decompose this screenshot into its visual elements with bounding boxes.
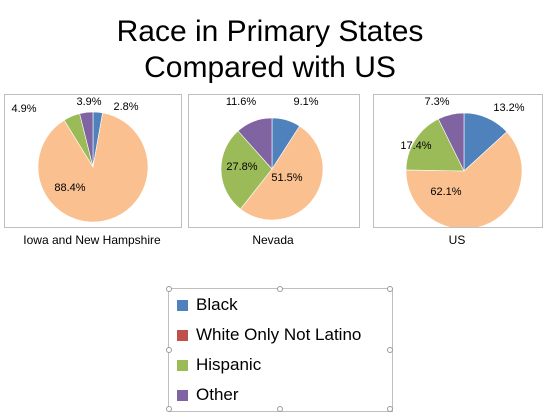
resize-handle[interactable] <box>166 406 172 412</box>
legend-label-other: Other <box>196 385 239 404</box>
resize-handle[interactable] <box>166 347 172 353</box>
resize-handle[interactable] <box>277 406 283 412</box>
pie-slice-us-other <box>437 112 465 172</box>
pie-slice-nevada-white <box>240 125 324 221</box>
data-label-us-1: 62.1% <box>430 186 461 198</box>
pie-slice-nevada-hispanic <box>220 130 273 210</box>
data-label-iowa-nh-0: 2.8% <box>113 101 138 113</box>
data-label-us-3: 7.3% <box>424 96 449 108</box>
legend-label-white: White Only Not Latino <box>196 325 362 344</box>
legend-item-black: Black <box>177 291 238 319</box>
pie-chart-iowa-nh: 2.8% 88.4% 4.9% 3.9% <box>4 94 182 228</box>
slide-title: Race in Primary States Compared with US <box>0 14 540 86</box>
resize-handle[interactable] <box>387 347 393 353</box>
data-label-nevada-1: 51.5% <box>271 172 302 184</box>
legend-swatch-other <box>177 389 188 401</box>
data-label-nevada-3: 11.6% <box>226 96 257 108</box>
resize-handle[interactable] <box>387 406 393 412</box>
pie-chart-us: 13.2% 62.1% 17.4% 7.3% <box>373 94 543 228</box>
pie-slice-iowa-nh-white <box>37 112 149 223</box>
pie-svg-us: 13.2% 62.1% 17.4% 7.3% <box>400 96 525 227</box>
legend-swatch-black <box>177 299 188 311</box>
title-line-2: Compared with US <box>144 51 396 84</box>
data-label-nevada-0: 9.1% <box>293 96 318 108</box>
data-label-us-2: 17.4% <box>400 140 431 152</box>
resize-handle[interactable] <box>166 286 172 292</box>
pie-slice-nevada-other <box>237 117 273 170</box>
legend-label-black: Black <box>196 295 238 314</box>
resize-handle[interactable] <box>277 286 283 292</box>
data-label-iowa-nh-1: 88.4% <box>54 182 85 194</box>
pie-slice-iowa-nh-other <box>79 111 94 168</box>
pie-slice-us-white <box>405 131 523 227</box>
chart-label-nevada: Nevada <box>252 233 294 247</box>
chart-label-us: US <box>448 233 466 247</box>
legend-swatch-hispanic <box>177 359 188 371</box>
legend-item-other: Other <box>177 381 239 409</box>
legend[interactable]: Black White Only Not Latino Hispanic Oth… <box>166 286 393 412</box>
title-line-1: Race in Primary States <box>116 15 424 48</box>
pie-chart-nevada: 9.1% 51.5% 27.8% 11.6% <box>188 94 360 228</box>
data-label-us-0: 13.2% <box>493 102 524 114</box>
pie-svg-nevada: 9.1% 51.5% 27.8% 11.6% <box>220 96 324 221</box>
data-label-iowa-nh-3: 3.9% <box>76 96 101 108</box>
data-label-iowa-nh-2: 4.9% <box>11 103 36 115</box>
chart-label-iowa-nh: Iowa and New Hampshire <box>23 233 161 247</box>
pie-svg-iowa-nh: 2.8% 88.4% 4.9% 3.9% <box>11 96 149 223</box>
data-label-nevada-2: 27.8% <box>226 161 257 173</box>
legend-swatch-white <box>177 329 188 341</box>
resize-handle[interactable] <box>387 286 393 292</box>
pie-slice-us-hispanic <box>405 118 465 172</box>
legend-label-hispanic: Hispanic <box>196 355 262 374</box>
legend-item-hispanic: Hispanic <box>177 351 261 379</box>
legend-item-white: White Only Not Latino <box>177 321 361 349</box>
